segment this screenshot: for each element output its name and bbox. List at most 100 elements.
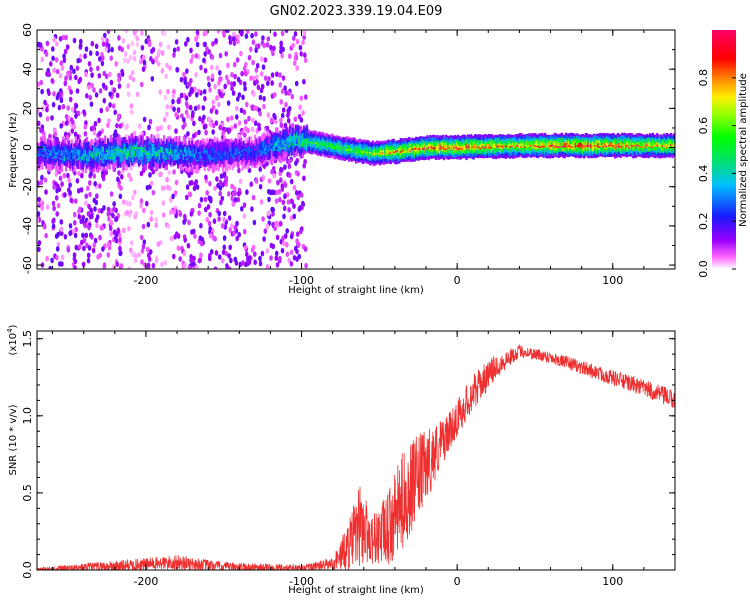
heatmap-cell xyxy=(302,175,306,182)
heatmap-cell xyxy=(282,240,286,247)
heatmap-cell xyxy=(105,150,108,152)
heatmap-cell xyxy=(100,158,103,160)
heatmap-cell xyxy=(273,145,276,151)
heatmap-cell xyxy=(216,30,221,34)
heatmap-cell xyxy=(619,146,622,148)
heatmap-cell xyxy=(205,150,208,153)
heatmap-cell xyxy=(209,108,214,114)
heatmap-cell xyxy=(263,228,268,234)
heatmap-cell xyxy=(238,151,241,154)
heatmap-cell xyxy=(274,250,279,257)
heatmap-cell xyxy=(106,252,111,258)
heatmap-cell xyxy=(363,151,366,153)
heatmap-cell xyxy=(262,42,267,49)
heatmap-cell xyxy=(252,91,256,97)
heatmap-cell xyxy=(546,146,549,148)
heatmap-cell xyxy=(198,235,203,241)
snr-y-multiplier-base: (x10 xyxy=(8,333,19,356)
heatmap-cell xyxy=(185,194,189,201)
heatmap-cell xyxy=(265,264,270,269)
heatmap-cell xyxy=(630,142,633,148)
heatmap-cell xyxy=(101,151,104,163)
heatmap-cell xyxy=(84,200,88,206)
heatmap-cell xyxy=(191,148,194,155)
heatmap-cell xyxy=(447,145,450,150)
heatmap-cell xyxy=(44,146,47,152)
heatmap-cell xyxy=(171,92,176,99)
heatmap-cell xyxy=(311,142,314,144)
heatmap-cell xyxy=(256,84,261,91)
heatmap-cell xyxy=(284,30,289,34)
heatmap-cell xyxy=(261,174,266,181)
heatmap-cell xyxy=(553,143,556,148)
heatmap-cell xyxy=(66,149,69,156)
heatmap-cell xyxy=(144,142,147,154)
heatmap-cell xyxy=(199,222,203,229)
heatmap-cell xyxy=(63,80,68,87)
heatmap-cell xyxy=(475,144,478,150)
heatmap-cell xyxy=(98,88,103,94)
x-tick-label: 0 xyxy=(454,575,461,588)
heatmap-cell xyxy=(109,157,112,159)
heatmap-cell xyxy=(206,75,211,82)
heatmap-cell xyxy=(304,262,308,269)
heatmap-cell xyxy=(134,211,138,217)
heatmap-cell xyxy=(37,180,41,186)
heatmap-cell xyxy=(445,148,449,150)
heatmap-cell xyxy=(139,234,144,241)
heatmap-cell xyxy=(170,149,173,155)
heatmap-cell xyxy=(60,65,65,71)
heatmap-cell xyxy=(58,73,63,79)
heatmap-cell xyxy=(618,142,621,148)
heatmap-cell xyxy=(232,40,237,47)
heatmap-cell xyxy=(75,88,80,94)
heatmap-cell xyxy=(287,53,292,59)
heatmap-cell xyxy=(293,132,296,139)
heatmap-cell xyxy=(214,150,218,153)
heatmap-cell xyxy=(104,144,107,161)
heatmap-cell xyxy=(44,149,47,166)
heatmap-cell xyxy=(104,46,109,52)
heatmap-cell xyxy=(639,146,642,148)
heatmap-cell xyxy=(245,189,249,195)
y-tick-label: 20 xyxy=(21,101,34,115)
heatmap-cell xyxy=(141,223,146,230)
heatmap-cell xyxy=(93,180,97,187)
heatmap-cell xyxy=(140,154,143,156)
heatmap-cell xyxy=(183,262,187,269)
heatmap-cell xyxy=(69,197,73,204)
heatmap-cell xyxy=(297,137,300,139)
heatmap-cell xyxy=(292,213,297,220)
heatmap-cell xyxy=(140,144,143,156)
heatmap-cell xyxy=(50,257,54,264)
heatmap-cell xyxy=(373,153,376,155)
heatmap-cell xyxy=(237,167,241,174)
heatmap-cell xyxy=(530,145,533,147)
heatmap-cell xyxy=(262,236,266,242)
heatmap-cell xyxy=(81,154,84,160)
heatmap-cell xyxy=(279,117,283,124)
heatmap-cell xyxy=(213,266,218,269)
heatmap-cell xyxy=(635,146,638,148)
heatmap-cell xyxy=(300,144,303,146)
heatmap-cell xyxy=(360,150,363,153)
heatmap-cell xyxy=(287,257,292,264)
heatmap-cell xyxy=(265,248,270,254)
heatmap-cell xyxy=(588,145,591,147)
heatmap-cell xyxy=(290,135,293,142)
heatmap-cell xyxy=(102,205,106,211)
heatmap-cell xyxy=(147,140,150,158)
heatmap-cell xyxy=(231,90,236,96)
heatmap-cell xyxy=(74,244,79,251)
heatmap-cell xyxy=(60,261,64,267)
heatmap-cell xyxy=(51,149,54,151)
heatmap-cell xyxy=(399,151,402,153)
y-tick-label: 60 xyxy=(21,23,34,37)
heatmap-cell xyxy=(482,146,485,148)
heatmap-cell xyxy=(204,30,209,36)
heatmap-cell xyxy=(551,142,554,147)
heatmap-cell xyxy=(523,145,526,148)
heatmap-cell xyxy=(303,52,307,58)
heatmap-cell xyxy=(405,147,408,153)
heatmap-cell xyxy=(76,159,79,161)
